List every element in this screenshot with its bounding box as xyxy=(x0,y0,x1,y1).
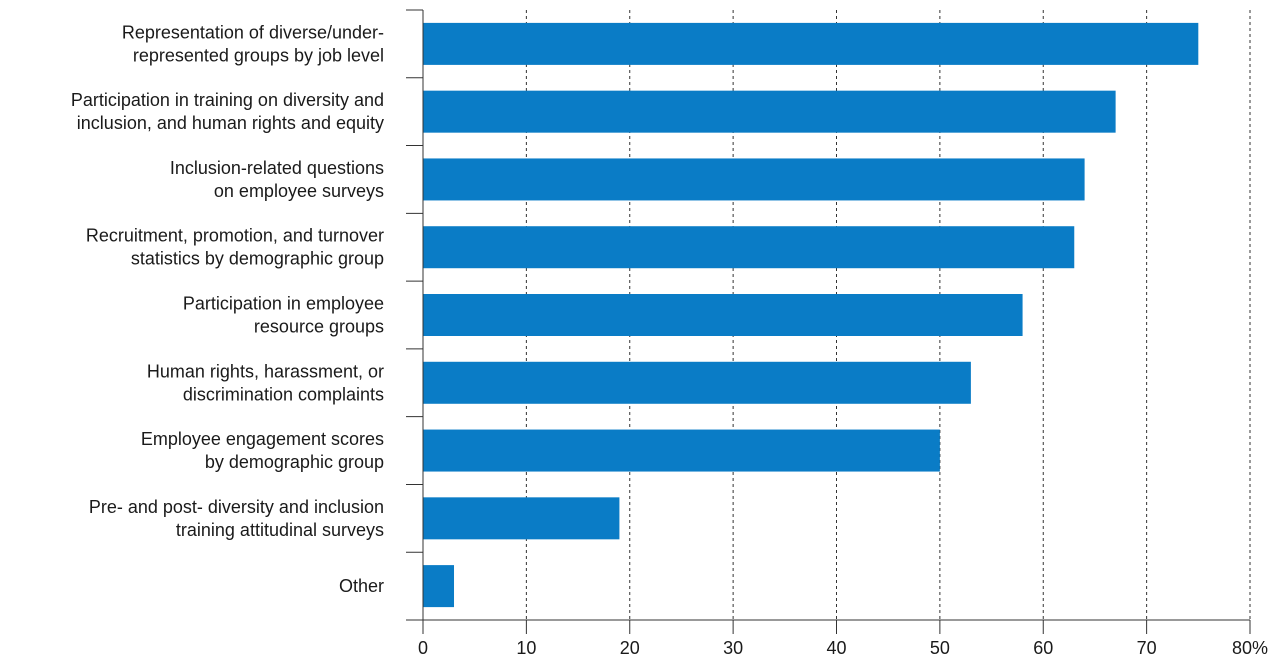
category-label-line: Employee engagement scores xyxy=(141,429,384,449)
x-tick-label-0: 0 xyxy=(418,638,428,658)
bar-5 xyxy=(423,361,971,404)
category-label-line: by demographic group xyxy=(205,452,384,472)
x-tick-label-80: 80% xyxy=(1232,638,1268,658)
bar-8 xyxy=(423,565,455,608)
category-label-5: Human rights, harassment, or discriminati… xyxy=(147,361,384,404)
bar-7 xyxy=(423,497,620,540)
category-label-line: Representation of diverse/under- xyxy=(122,22,384,42)
category-label-line: Pre- and post- diversity and inclusion xyxy=(89,497,384,517)
x-tick-label-50: 50 xyxy=(930,638,950,658)
category-label-line: Other xyxy=(339,576,384,596)
category-label-line: statistics by demographic group xyxy=(131,249,384,269)
category-label-line: resource groups xyxy=(254,317,384,337)
category-label-2: Inclusion-related questions on employee s… xyxy=(170,158,384,201)
bar-4 xyxy=(423,294,1023,336)
category-label-line: inclusion, and human rights and equity xyxy=(77,113,384,133)
category-label-line: Human rights, harassment, or xyxy=(147,361,384,381)
category-label-7: Pre- and post- diversity and inclusion tr… xyxy=(89,497,384,540)
x-tick-label-40: 40 xyxy=(826,638,846,658)
bar-2 xyxy=(423,158,1085,201)
bar-1 xyxy=(423,90,1116,133)
category-label-line: Participation in training on diversity a… xyxy=(71,90,384,110)
category-labels: Representation of diverse/under-represen… xyxy=(71,22,384,596)
category-label-8: Other xyxy=(339,576,384,596)
category-label-line: represented groups by job level xyxy=(133,45,384,65)
bar-0 xyxy=(423,22,1199,65)
category-label-line: on employee surveys xyxy=(214,181,384,201)
bars xyxy=(423,22,1199,608)
x-tick-label-70: 70 xyxy=(1137,638,1157,658)
category-label-line: Recruitment, promotion, and turnover xyxy=(86,226,384,246)
category-label-0: Representation of diverse/under-represen… xyxy=(122,22,384,65)
category-label-line: Participation in employee xyxy=(183,294,384,314)
bar-6 xyxy=(423,429,940,472)
bar-3 xyxy=(423,226,1075,269)
category-label-3: Recruitment, promotion, and turnover stat… xyxy=(86,226,384,269)
category-label-6: Employee engagement scores by demographic… xyxy=(141,429,384,472)
category-label-4: Participation in employee resource groups xyxy=(183,294,384,337)
category-label-line: Inclusion-related questions xyxy=(170,158,384,178)
x-tick-label-10: 10 xyxy=(516,638,536,658)
x-tick-label-60: 60 xyxy=(1033,638,1053,658)
axes: 0 10 20 30 40 50 60 70 80% xyxy=(406,9,1268,658)
x-tick-label-30: 30 xyxy=(723,638,743,658)
category-label-line: discrimination complaints xyxy=(183,384,384,404)
x-tick-label-20: 20 xyxy=(620,638,640,658)
category-label-1: Participation in training on diversity a… xyxy=(71,90,384,133)
category-label-line: training attitudinal surveys xyxy=(176,520,384,540)
